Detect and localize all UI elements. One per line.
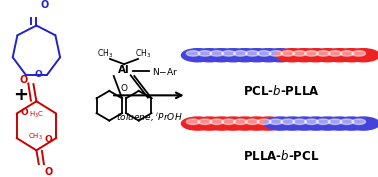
- Circle shape: [241, 49, 273, 62]
- Circle shape: [234, 119, 247, 124]
- Circle shape: [253, 117, 285, 130]
- Circle shape: [305, 119, 318, 124]
- Circle shape: [311, 49, 344, 62]
- Circle shape: [217, 49, 249, 62]
- Circle shape: [241, 117, 273, 130]
- Text: N$-$Ar: N$-$Ar: [152, 66, 178, 77]
- Circle shape: [324, 117, 356, 130]
- Circle shape: [193, 117, 226, 130]
- Circle shape: [335, 49, 368, 62]
- Circle shape: [352, 51, 366, 56]
- Text: O: O: [45, 167, 53, 177]
- Circle shape: [347, 49, 378, 62]
- Circle shape: [288, 117, 320, 130]
- Circle shape: [288, 49, 320, 62]
- Circle shape: [186, 51, 200, 56]
- Circle shape: [198, 51, 212, 56]
- Text: O: O: [21, 108, 29, 117]
- Circle shape: [257, 51, 271, 56]
- Circle shape: [245, 119, 259, 124]
- Text: H$_3$C: H$_3$C: [29, 110, 44, 120]
- Circle shape: [205, 49, 237, 62]
- Circle shape: [281, 119, 294, 124]
- Circle shape: [335, 117, 368, 130]
- Circle shape: [281, 51, 294, 56]
- Circle shape: [316, 51, 330, 56]
- Text: +: +: [14, 86, 28, 104]
- Circle shape: [293, 119, 307, 124]
- Circle shape: [229, 49, 261, 62]
- Circle shape: [186, 119, 200, 124]
- Circle shape: [311, 117, 344, 130]
- Text: CH$_3$: CH$_3$: [97, 48, 113, 60]
- Text: CH$_3$: CH$_3$: [135, 48, 151, 60]
- Circle shape: [328, 119, 342, 124]
- Text: O: O: [40, 0, 49, 10]
- Circle shape: [324, 49, 356, 62]
- Circle shape: [269, 51, 283, 56]
- Circle shape: [347, 117, 378, 130]
- Circle shape: [264, 49, 297, 62]
- Circle shape: [257, 119, 271, 124]
- Text: CH$_3$: CH$_3$: [28, 132, 43, 142]
- Circle shape: [352, 119, 366, 124]
- Circle shape: [222, 51, 235, 56]
- Circle shape: [293, 51, 307, 56]
- Circle shape: [217, 117, 249, 130]
- Text: O: O: [120, 84, 127, 93]
- Circle shape: [305, 51, 318, 56]
- Circle shape: [253, 49, 285, 62]
- Text: PCL-$b$-PLLA: PCL-$b$-PLLA: [243, 84, 319, 98]
- Text: toluene, $^i$PrOH: toluene, $^i$PrOH: [116, 110, 182, 124]
- Circle shape: [276, 49, 308, 62]
- Circle shape: [181, 49, 214, 62]
- Circle shape: [328, 51, 342, 56]
- Text: Al: Al: [118, 65, 130, 75]
- Circle shape: [210, 51, 223, 56]
- Circle shape: [234, 51, 247, 56]
- Circle shape: [300, 117, 332, 130]
- Circle shape: [205, 117, 237, 130]
- Circle shape: [300, 49, 332, 62]
- Text: PLLA-$b$-PCL: PLLA-$b$-PCL: [243, 149, 319, 163]
- Circle shape: [276, 117, 308, 130]
- Circle shape: [340, 119, 354, 124]
- Circle shape: [340, 51, 354, 56]
- Circle shape: [264, 117, 297, 130]
- Circle shape: [229, 117, 261, 130]
- Circle shape: [222, 119, 235, 124]
- Circle shape: [198, 119, 212, 124]
- Circle shape: [316, 119, 330, 124]
- Circle shape: [245, 51, 259, 56]
- Text: O: O: [44, 135, 52, 144]
- Text: O: O: [20, 75, 28, 85]
- Circle shape: [269, 119, 283, 124]
- Circle shape: [181, 117, 214, 130]
- Circle shape: [193, 49, 226, 62]
- Text: O: O: [35, 70, 43, 79]
- Circle shape: [210, 119, 223, 124]
